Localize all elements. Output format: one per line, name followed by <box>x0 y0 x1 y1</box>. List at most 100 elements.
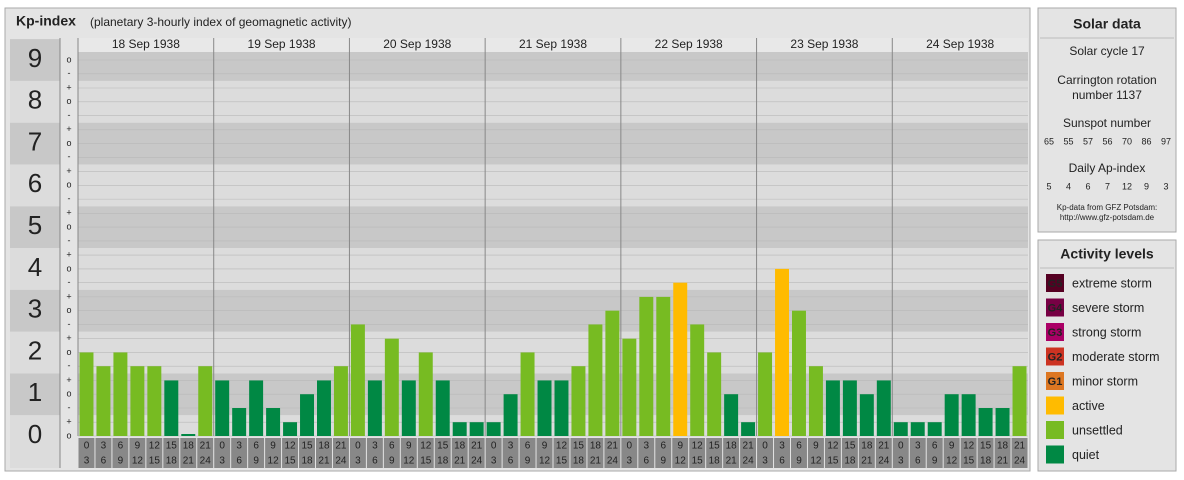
source: Kp-data from GFZ Potsdam: <box>1057 203 1157 212</box>
ap-value: 12 <box>1122 181 1132 191</box>
kp-bar <box>741 422 756 436</box>
carrington-line: number 1137 <box>1072 88 1142 102</box>
slot-end: 18 <box>166 456 178 467</box>
carrington-line: Carrington rotation <box>1057 73 1156 87</box>
slot-box <box>977 438 994 468</box>
kp-bar <box>266 408 281 436</box>
slot-start: 18 <box>183 441 195 452</box>
label-band <box>10 206 60 248</box>
slot-end: 21 <box>861 456 873 467</box>
slot-end: 9 <box>389 456 395 467</box>
sub-tick-label: - <box>68 110 71 120</box>
slot-box <box>553 438 570 468</box>
sunspot-value: 97 <box>1161 136 1171 146</box>
sub-tick-label: - <box>68 152 71 162</box>
kp-bar <box>808 366 823 436</box>
slot-box <box>112 438 129 468</box>
date-label: 24 Sep 1938 <box>926 37 994 51</box>
slot-box <box>519 438 536 468</box>
kp-bar <box>283 422 298 436</box>
slot-box <box>740 438 757 468</box>
label-band <box>10 289 60 332</box>
slot-end: 12 <box>946 456 958 467</box>
slot-start: 12 <box>149 441 161 452</box>
chart-title: Kp-index <box>16 13 76 29</box>
y-tick-label: 2 <box>28 335 42 365</box>
level-swatch <box>1046 421 1064 439</box>
kp-bar <box>944 394 959 436</box>
slot-box <box>943 438 960 468</box>
slot-start: 18 <box>997 441 1009 452</box>
slot-start: 9 <box>270 441 276 452</box>
sunspot-value: 86 <box>1141 136 1151 146</box>
level-name: severe storm <box>1072 301 1144 315</box>
date-label: 22 Sep 1938 <box>655 37 723 51</box>
solar-title: Solar data <box>1073 16 1141 32</box>
kp-bar <box>859 394 874 436</box>
slot-box <box>180 438 197 468</box>
slot-start: 12 <box>827 441 839 452</box>
kp-bar <box>130 366 145 436</box>
level-badge: G4 <box>1048 302 1064 314</box>
kp-bar <box>215 380 230 436</box>
slot-start: 12 <box>692 441 704 452</box>
slot-end: 12 <box>539 456 551 467</box>
sub-tick-label: + <box>66 291 71 301</box>
source-url: http://www.gfz-potsdam.de <box>1060 213 1155 222</box>
slot-start: 9 <box>135 441 141 452</box>
kp-bar <box>520 352 535 436</box>
sub-tick-label: o <box>66 138 71 148</box>
slot-start: 6 <box>660 441 666 452</box>
slot-start: 9 <box>406 441 412 452</box>
date-strip <box>620 38 757 52</box>
slot-start: 21 <box>878 441 890 452</box>
kp-bar <box>164 380 179 436</box>
label-band <box>10 373 60 416</box>
slot-start: 21 <box>335 441 347 452</box>
slot-box <box>655 438 672 468</box>
kp-bar <box>724 394 739 436</box>
solar-panel <box>1037 7 1177 233</box>
slot-start: 3 <box>101 441 107 452</box>
slot-start: 21 <box>1014 441 1026 452</box>
slot-end: 3 <box>84 456 90 467</box>
slot-box <box>282 438 299 468</box>
sub-tick-label: o <box>66 221 71 231</box>
slot-box <box>824 438 841 468</box>
slot-start: 9 <box>542 441 548 452</box>
sunspot-title: Sunspot number <box>1063 116 1151 130</box>
level-name: strong storm <box>1072 325 1141 339</box>
kp-bar <box>1012 366 1027 436</box>
kp-bar <box>554 380 569 436</box>
sub-tick-label: o <box>66 54 71 64</box>
sub-tick-label: o <box>66 389 71 399</box>
sub-tick-label: + <box>66 208 71 218</box>
slot-start: 21 <box>743 441 755 452</box>
sub-tick-label: + <box>66 166 71 176</box>
slot-end: 18 <box>980 456 992 467</box>
date-label: 19 Sep 1938 <box>248 37 316 51</box>
kp-bar <box>96 366 111 436</box>
slot-end: 18 <box>437 456 449 467</box>
sub-tick-label: o <box>66 263 71 273</box>
slot-box <box>672 438 689 468</box>
kp-bar <box>910 422 925 436</box>
slot-box <box>791 438 807 468</box>
slot-end: 3 <box>627 456 633 467</box>
label-band <box>10 122 60 165</box>
level-name: minor storm <box>1072 374 1138 388</box>
sub-tick-label: + <box>66 124 71 134</box>
kp-bar <box>825 380 840 436</box>
slot-start: 15 <box>573 441 585 452</box>
sub-tick-label: + <box>66 333 71 343</box>
slot-box <box>807 438 824 468</box>
slot-end: 21 <box>726 456 738 467</box>
slot-start: 18 <box>726 441 738 452</box>
slot-box <box>265 438 282 468</box>
kp-bar <box>435 380 450 436</box>
slot-start: 0 <box>491 441 497 452</box>
y-tick-label: 3 <box>28 294 42 324</box>
kp-bar <box>775 268 789 436</box>
sunspot-value: 65 <box>1044 136 1054 146</box>
kp-bar <box>961 394 976 436</box>
